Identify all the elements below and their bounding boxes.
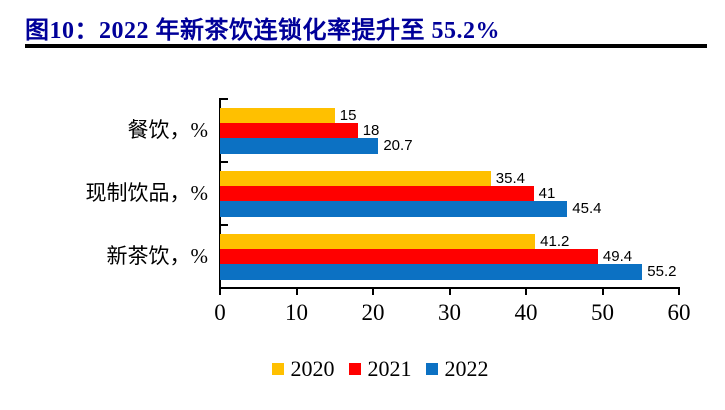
y-axis-tick [221,224,228,226]
legend-swatch-2022 [425,363,438,375]
bar-value-label: 45.4 [572,200,602,218]
legend-swatch-2020 [271,363,284,375]
category-label: 现制饮品，% [85,180,209,205]
chart-area: 2020 2021 2022 餐饮，% 15 18 20.7 现制饮品，% 35.4 41 45.… [0,60,725,410]
legend-swatch-2021 [348,363,361,375]
category-label: 新茶饮，% [106,243,209,268]
legend-item-2020: 2020 [271,356,335,382]
x-axis-tick [601,289,604,295]
x-axis-tick [525,289,527,295]
x-axis-tick [448,289,451,295]
bar-2021 [220,123,358,139]
x-axis-tick-label: 50 [591,300,614,325]
bar-2020 [220,234,536,250]
legend-label: 2022 [444,356,489,381]
legend-item-2022: 2022 [425,356,489,382]
category-label: 餐饮，% [127,117,209,142]
title-underline [25,44,707,48]
y-axis-tick [221,98,228,100]
bar-value-label: 41.2 [540,233,570,250]
x-axis-tick [219,289,221,295]
bar-value-label: 41 [538,185,556,203]
bar-2021 [220,186,534,202]
figure-title: 图10：2022 年新茶饮连锁化率提升至 55.2% [25,18,500,44]
x-axis-tick-label: 20 [361,300,385,325]
y-axis-tick [221,161,228,163]
x-axis-tick-label: 60 [667,300,691,325]
bar-2022 [220,201,568,217]
bar-2022 [220,264,643,280]
legend-item-2021: 2021 [348,356,412,382]
bar-2020 [220,108,335,124]
bar-2022 [220,138,379,154]
x-axis-tick-label: 40 [514,300,538,325]
x-axis-tick-label: 30 [438,300,461,325]
x-axis-tick-label: 10 [285,300,308,325]
bar-value-label: 35.4 [495,170,525,187]
x-axis-tick-label: 0 [214,300,226,325]
bar-value-label: 55.2 [647,263,677,281]
bar-value-label: 49.4 [602,248,633,266]
legend-label: 2021 [367,356,412,381]
x-axis-tick [295,289,298,295]
x-axis-tick [372,289,374,295]
bar-2020 [220,171,491,187]
x-axis-line [219,287,680,289]
x-axis-tick [678,289,680,295]
bar-2021 [220,249,598,265]
legend: 2020 2021 2022 [35,356,725,382]
bar-value-label: 18 [362,122,380,140]
bar-value-label: 15 [339,107,357,124]
bar-value-label: 20.7 [383,137,413,155]
legend-label: 2020 [290,356,335,381]
